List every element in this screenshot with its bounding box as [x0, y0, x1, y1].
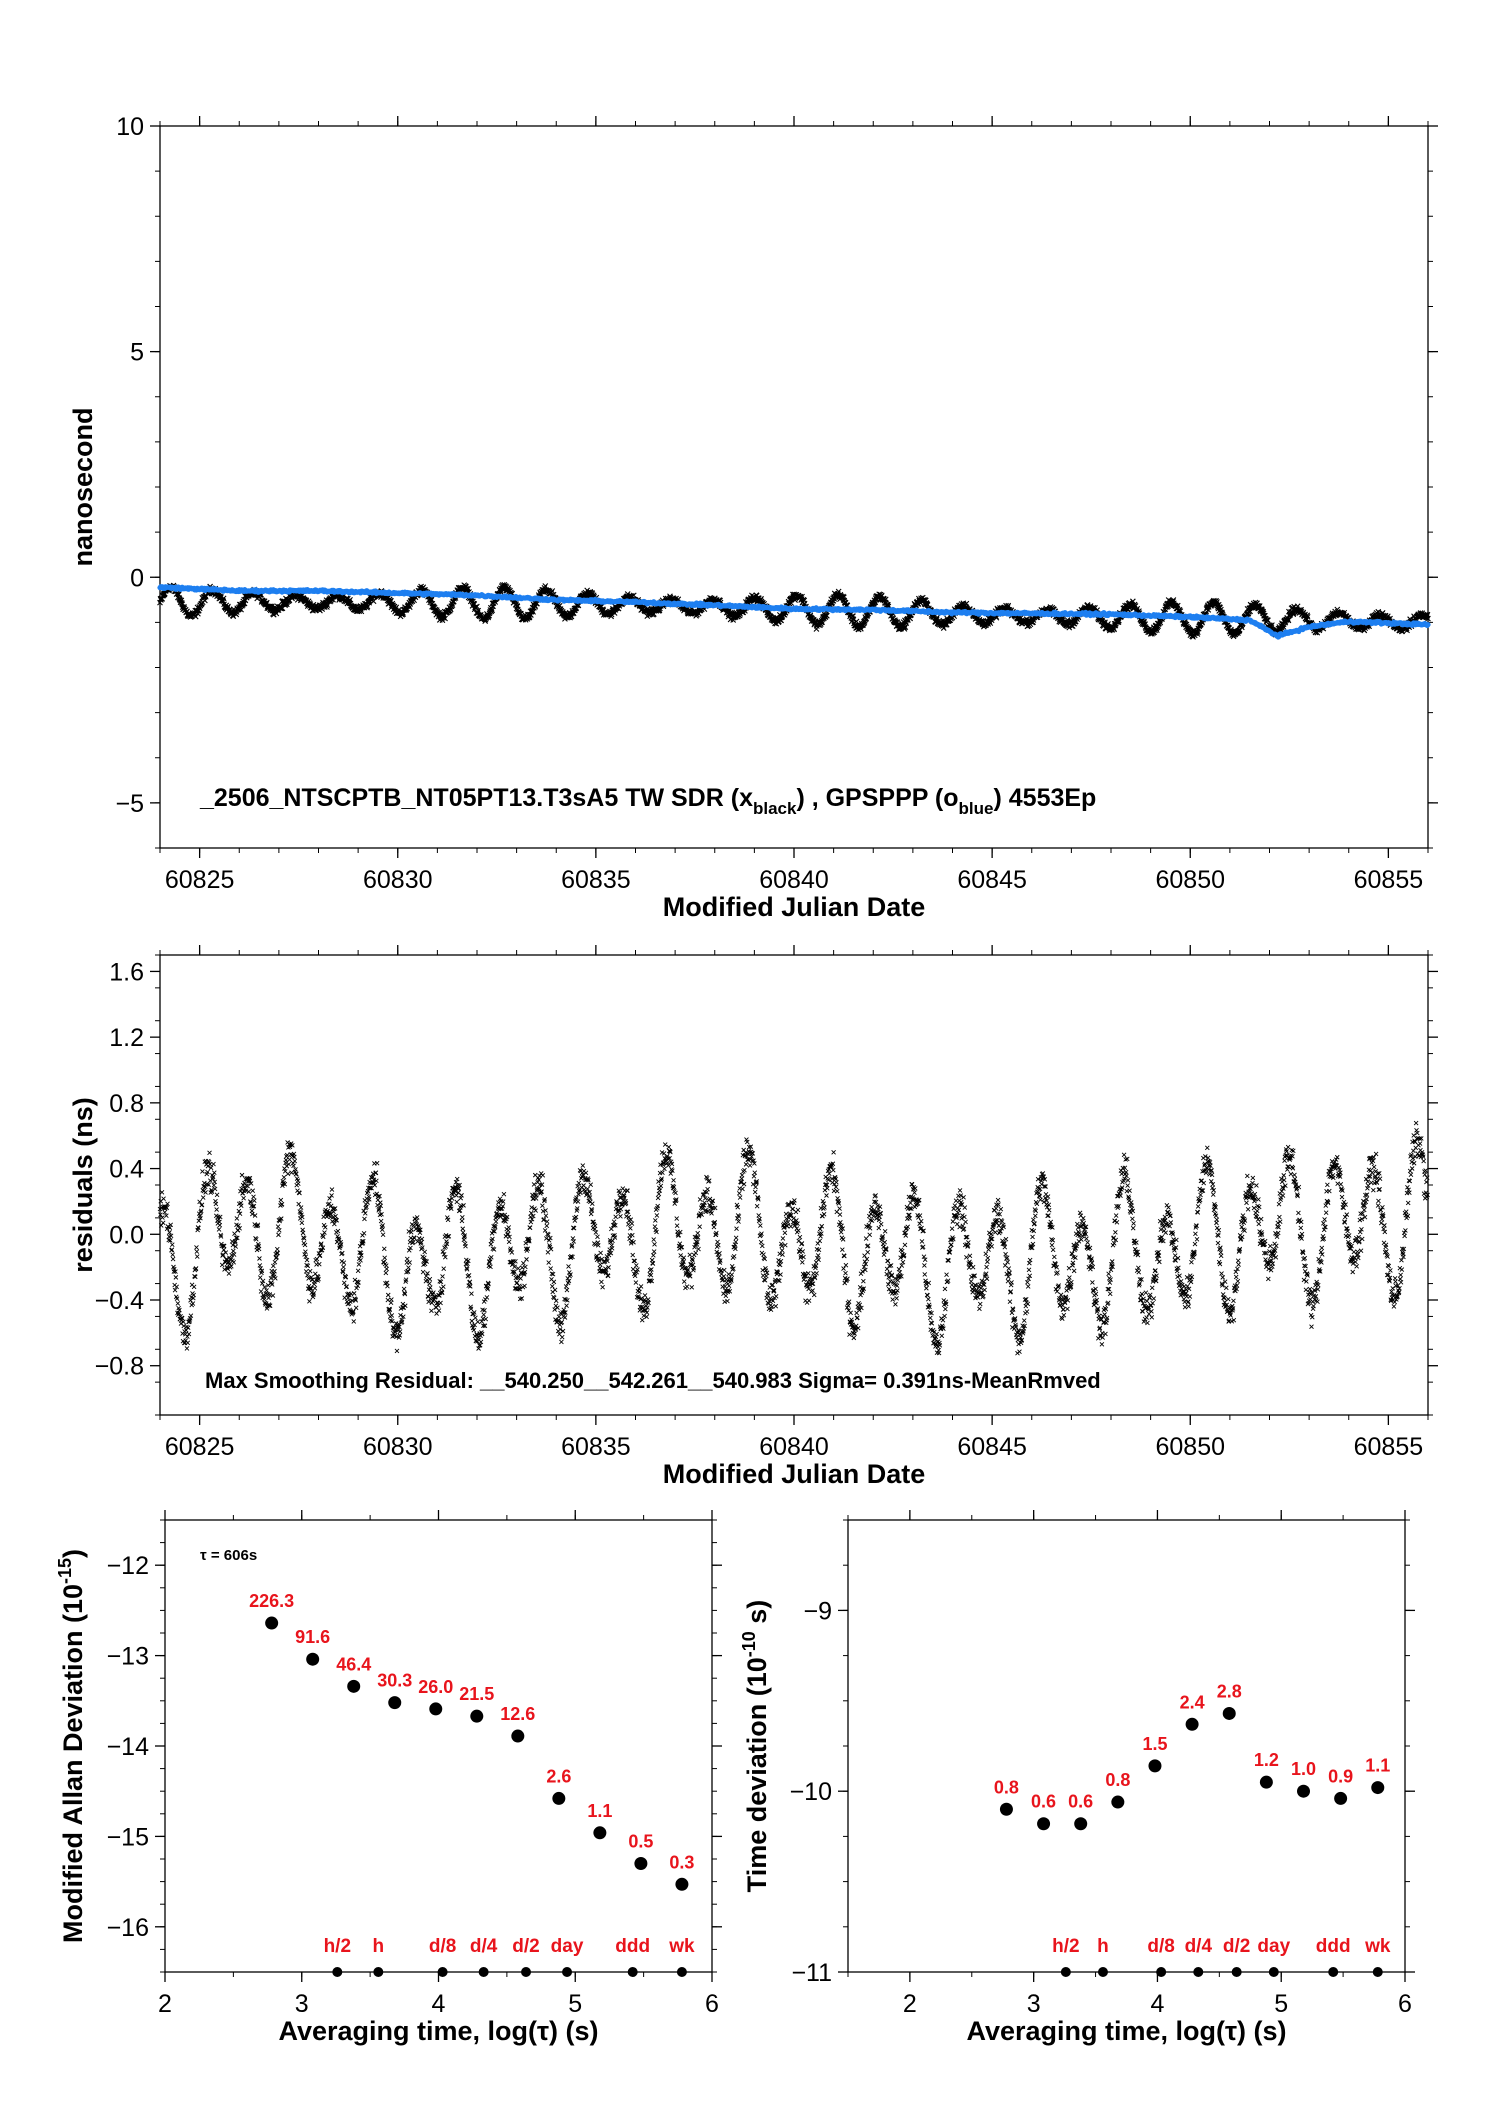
y-axis-label: residuals (ns)	[68, 1097, 98, 1273]
x-mark	[230, 1248, 236, 1254]
x-mark	[207, 1150, 212, 1156]
x-mark	[324, 604, 330, 610]
x-mark	[530, 609, 536, 615]
x-tick-label: 60825	[165, 866, 235, 894]
annotation-prefix: _2506_NTSCPTB_NT05PT13.T3sA5 TW SDR (x	[199, 784, 753, 812]
x-mark	[220, 595, 227, 602]
x-mark	[175, 1301, 181, 1306]
x-mark	[442, 615, 448, 622]
x-tick-label: 60845	[957, 866, 1027, 894]
chart-1: −5 0 5 10 60825 60830 60835 60840 60845 60850 6085…	[68, 113, 1438, 922]
x-mark	[226, 1271, 232, 1276]
x-mark	[161, 1196, 166, 1201]
y-tick-label: 1.6	[109, 958, 144, 986]
x-mark	[160, 1220, 166, 1226]
plot-frame	[159, 954, 1429, 1416]
x-tick-label: 60855	[1354, 1433, 1424, 1461]
x-mark	[170, 1256, 176, 1262]
y-tick-label: −0.8	[95, 1353, 144, 1381]
plot-frame	[159, 125, 1429, 849]
x-axis-label: Modified Julian Date	[663, 1459, 926, 1489]
series-residuals-x	[157, 1120, 1430, 1356]
y-tick-label: −5	[115, 790, 144, 818]
x-mark	[200, 1195, 206, 1200]
x-mark	[217, 1222, 223, 1228]
x-mark	[473, 603, 480, 610]
y-tick-label: 0.8	[109, 1090, 144, 1118]
x-mark	[181, 603, 187, 610]
y-tick-label: 1.2	[109, 1024, 144, 1052]
x-tick-label: 60835	[561, 1433, 631, 1461]
x-tick-label: 60830	[363, 1433, 433, 1461]
x-mark	[211, 1170, 217, 1175]
x-mark	[185, 1340, 191, 1346]
x-mark	[214, 1207, 219, 1212]
o-mark	[1425, 622, 1431, 628]
x-tick-label: 60840	[759, 866, 829, 894]
y-axis-label: nanosecond	[68, 407, 98, 566]
annotation-suffix: ) 4553Ep	[993, 784, 1096, 812]
x-mark	[549, 588, 556, 594]
x-mark	[170, 1252, 175, 1257]
x-tick-label: 60830	[363, 866, 433, 894]
x-mark	[234, 1216, 240, 1221]
x-tick-label: 60835	[561, 866, 631, 894]
x-mark	[428, 596, 435, 603]
x-mark	[221, 1247, 227, 1253]
y-tick-label: 0	[130, 564, 144, 592]
x-axis-label: Modified Julian Date	[663, 892, 926, 922]
x-mark	[366, 599, 373, 606]
x-mark	[729, 609, 736, 616]
x-mark	[465, 585, 472, 592]
x-mark	[169, 1242, 175, 1247]
x-mark	[199, 1202, 205, 1208]
x-mark	[173, 1275, 179, 1280]
x-mark	[190, 1301, 196, 1306]
x-tick-label: 60855	[1354, 866, 1424, 894]
y-tick-label: −0.4	[95, 1287, 144, 1315]
x-mark	[194, 1249, 200, 1254]
x-mark	[191, 1284, 197, 1290]
x-mark	[194, 1245, 199, 1250]
x-mark	[212, 1186, 218, 1192]
x-mark	[575, 602, 582, 609]
x-mark	[231, 1259, 237, 1265]
y-tick-label: 0.4	[109, 1156, 144, 1184]
x-mark	[213, 1201, 219, 1207]
x-tick-label: 60840	[759, 1433, 829, 1461]
y-tick-label: 10	[116, 113, 144, 141]
x-mark	[200, 1169, 205, 1174]
y-tick-label: 0.0	[109, 1221, 144, 1249]
x-mark	[225, 603, 231, 610]
x-mark	[194, 1254, 200, 1259]
x-tick-label: 60850	[1155, 1433, 1225, 1461]
x-tick-label: 60850	[1155, 866, 1225, 894]
annotation-mid: ) , GPSPPP (o	[796, 784, 958, 812]
x-mark	[214, 1192, 220, 1198]
x-mark	[216, 1227, 222, 1232]
x-tick-label: 60825	[165, 1433, 235, 1461]
y-tick-label: 5	[130, 339, 144, 367]
x-mark	[191, 1292, 196, 1298]
x-mark	[184, 1346, 190, 1351]
x-tick-label: 60845	[957, 1433, 1027, 1461]
x-mark	[211, 1161, 216, 1167]
annotation-sub-blue: blue	[959, 799, 994, 818]
x-mark	[364, 604, 370, 611]
chart-annotation: _2506_NTSCPTB_NT05PT13.T3sA5 TW SDR (xbl…	[199, 784, 1096, 818]
x-mark	[203, 1190, 208, 1195]
x-mark	[181, 1319, 186, 1325]
chart-2: −0.8 −0.4 0.0 0.4 0.8 1.2 1.6 60825 60830 60835 60…	[68, 945, 1438, 1489]
x-mark	[178, 600, 185, 606]
annotation-sub-black: black	[753, 799, 797, 818]
x-mark	[211, 1182, 217, 1188]
